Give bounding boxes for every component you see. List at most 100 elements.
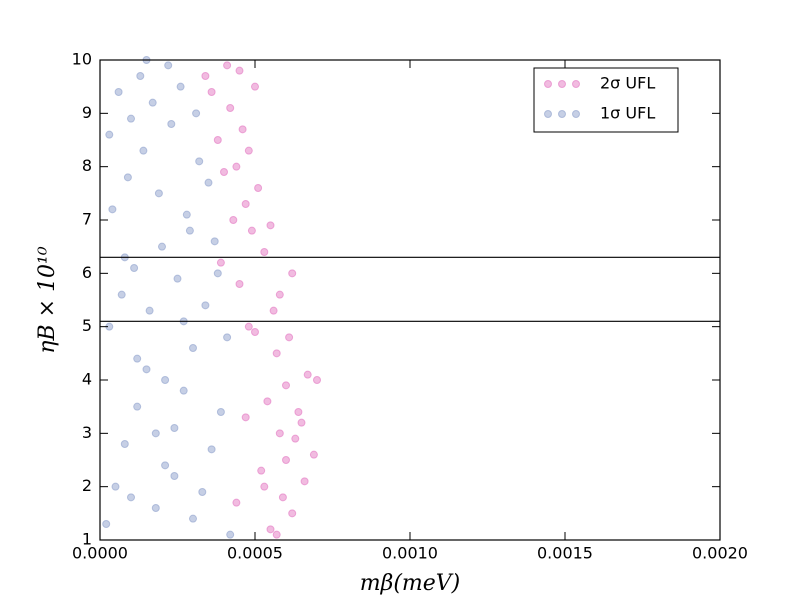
x-tick-label: 0.0010	[382, 544, 438, 563]
point	[170, 424, 179, 432]
point	[272, 349, 281, 358]
y-tick-label: 7	[82, 210, 92, 229]
point	[207, 445, 216, 454]
point	[266, 221, 275, 230]
point	[201, 72, 210, 80]
point	[216, 258, 225, 267]
point	[226, 104, 235, 112]
point	[189, 514, 197, 523]
point	[266, 525, 275, 534]
point	[189, 344, 197, 352]
point	[105, 130, 114, 139]
point	[213, 269, 222, 278]
point	[232, 162, 241, 171]
point	[176, 82, 185, 91]
legend-label: 1σ UFL	[600, 104, 655, 123]
point	[282, 456, 290, 464]
y-tick-label: 2	[82, 476, 92, 495]
point	[235, 66, 244, 75]
point	[244, 322, 253, 331]
y-tick-label: 4	[82, 370, 92, 389]
point	[133, 354, 142, 363]
point	[288, 269, 297, 278]
point	[260, 248, 269, 256]
point	[136, 72, 145, 80]
point	[251, 82, 259, 91]
point	[158, 242, 166, 251]
point	[260, 482, 269, 491]
point	[278, 493, 287, 502]
y-tick-label: 10	[72, 50, 92, 69]
point	[223, 61, 232, 70]
point	[288, 509, 297, 518]
point	[151, 429, 160, 438]
point	[111, 482, 120, 491]
point	[133, 402, 142, 411]
point	[254, 184, 263, 192]
x-tick-label: 0.0015	[537, 544, 593, 563]
point	[238, 125, 247, 134]
point	[179, 386, 188, 395]
point	[123, 173, 132, 182]
point	[127, 114, 135, 123]
point	[161, 376, 170, 384]
legend-label: 2σ UFL	[600, 74, 655, 93]
point	[192, 109, 201, 118]
point	[275, 290, 284, 299]
point	[154, 189, 163, 198]
x-axis-label: mβ(meV)	[360, 571, 461, 596]
point	[167, 120, 176, 128]
point	[102, 520, 111, 528]
point	[198, 488, 207, 496]
y-tick-label: 5	[82, 316, 92, 335]
point	[241, 200, 250, 208]
point	[300, 477, 309, 486]
point	[275, 429, 284, 438]
point	[195, 157, 204, 166]
point	[269, 306, 278, 315]
point	[185, 226, 194, 235]
point	[127, 493, 135, 502]
point	[201, 301, 210, 310]
point	[220, 168, 228, 176]
point	[114, 88, 123, 96]
point	[272, 530, 281, 539]
y-axis-label: ηB × 10¹⁰	[35, 246, 60, 354]
point	[170, 472, 179, 480]
point	[241, 413, 250, 422]
point	[161, 461, 170, 470]
y-tick-label: 8	[82, 156, 92, 175]
point	[139, 146, 148, 155]
y-tick-label: 6	[82, 263, 92, 282]
legend-marker	[558, 110, 566, 118]
point	[117, 290, 126, 299]
point	[251, 328, 259, 336]
point	[216, 408, 225, 416]
point	[229, 216, 238, 224]
legend-marker	[544, 80, 552, 88]
point	[173, 274, 182, 283]
y-tick-label: 3	[82, 423, 92, 442]
point	[303, 370, 312, 379]
point	[182, 210, 191, 219]
point	[285, 333, 294, 342]
y-tick-label: 9	[82, 103, 92, 122]
point	[313, 376, 321, 384]
point	[226, 530, 235, 539]
legend-marker	[558, 80, 566, 88]
legend-box	[533, 67, 679, 133]
point	[232, 498, 241, 507]
point	[309, 450, 318, 459]
point	[297, 418, 306, 427]
point	[108, 205, 117, 214]
point	[282, 381, 290, 390]
legend-marker	[544, 110, 552, 118]
point	[130, 264, 139, 272]
point	[207, 88, 216, 96]
x-tick-label: 0.0000	[72, 544, 128, 563]
point	[244, 146, 253, 155]
point	[257, 466, 266, 475]
y-tick-label: 1	[82, 530, 92, 549]
